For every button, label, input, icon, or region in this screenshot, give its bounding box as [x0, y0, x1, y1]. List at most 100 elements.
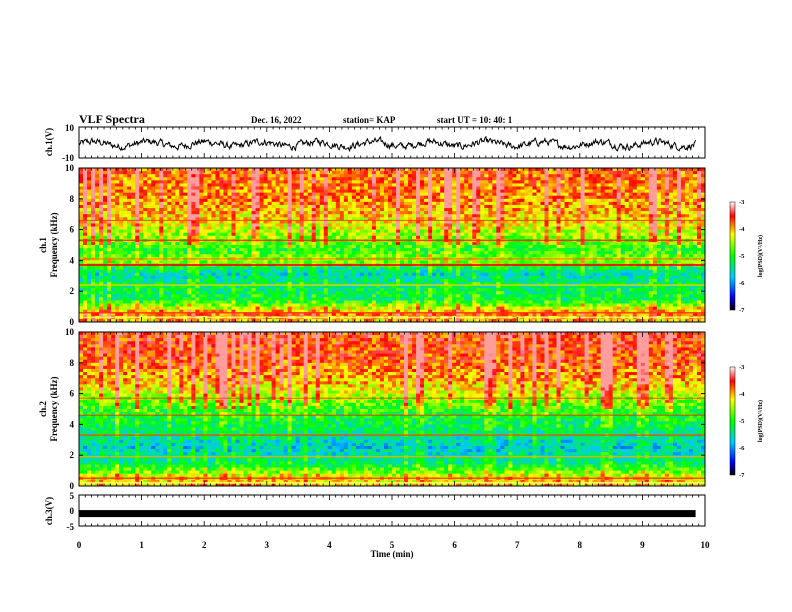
- spectrogram-cell: [428, 208, 433, 212]
- spectrogram-cell: [91, 260, 96, 264]
- spectrogram-cell: [155, 281, 160, 286]
- spectrogram-cell: [127, 245, 132, 249]
- spectrogram-cell: [163, 309, 168, 314]
- spectrogram-cell: [83, 254, 88, 258]
- spectrogram-cell: [343, 285, 349, 289]
- spectrogram-cell: [375, 306, 381, 310]
- spectrogram-cell: [331, 180, 337, 184]
- spectrogram-cell: [387, 226, 393, 230]
- spectrogram-cell: [387, 229, 393, 233]
- spectrogram-cell: [131, 232, 136, 237]
- spectrogram-cell: [291, 189, 296, 193]
- spectrogram-cell: [95, 192, 100, 197]
- spectrogram-cell: [143, 254, 148, 258]
- spectrogram-cell: [460, 168, 465, 172]
- spectrogram-cell: [319, 303, 325, 307]
- spectrogram-cell: [319, 288, 325, 292]
- spectrogram-cell: [343, 245, 349, 249]
- spectrogram-cell: [239, 272, 244, 277]
- spectrogram-cell: [359, 275, 365, 280]
- spectrogram-cell: [143, 217, 148, 221]
- spectrogram-cell: [351, 285, 357, 289]
- spectrogram-cell: [464, 285, 469, 289]
- spectrogram-cell: [428, 183, 433, 187]
- spectrogram-cell: [199, 168, 204, 172]
- spectrogram-cell: [199, 254, 204, 258]
- spectrogram-cell: [91, 217, 96, 221]
- spectrogram-cell: [131, 300, 136, 304]
- spectrogram-cell: [367, 278, 373, 283]
- spectrogram-cell: [452, 186, 457, 190]
- spectrogram-cell: [444, 297, 449, 301]
- spectrogram-cell: [263, 211, 268, 215]
- spectrogram-cell: [367, 306, 373, 310]
- spectrogram-cell: [91, 306, 96, 310]
- spectrogram-cell: [135, 201, 140, 206]
- spectrogram-cell: [323, 223, 329, 227]
- spectrogram-cell: [215, 214, 220, 218]
- spectrogram-cell: [167, 312, 172, 317]
- spectrogram-cell: [99, 309, 104, 314]
- spectrogram-cell: [211, 285, 216, 289]
- spectrogram-cell: [207, 269, 212, 274]
- spectrogram-cell: [231, 208, 236, 212]
- spectrogram-cell: [131, 217, 136, 221]
- spectrogram-cell: [315, 309, 321, 314]
- spectrogram-cell: [219, 195, 224, 200]
- spectrogram-cell: [131, 278, 136, 283]
- spectrogram-cell: [107, 226, 112, 230]
- spectrogram-cell: [375, 217, 381, 221]
- spectrogram-cell: [436, 254, 441, 258]
- spectrogram-cell: [275, 306, 280, 310]
- spectrogram-cell: [464, 266, 469, 270]
- spectrogram-cell: [95, 220, 100, 224]
- spectrogram-cell: [363, 208, 369, 212]
- spectrogram-cell: [355, 294, 361, 298]
- spectrogram-cell: [255, 309, 260, 314]
- spectrogram-cell: [95, 248, 100, 252]
- spectrogram-cell: [311, 180, 317, 184]
- spectrogram-cell: [111, 309, 116, 314]
- spectrogram-cell: [347, 226, 353, 230]
- spectrogram-cell: [464, 272, 469, 277]
- spectrogram-cell: [404, 275, 409, 280]
- spectrogram-cell: [271, 266, 276, 270]
- spectrogram-cell: [287, 303, 292, 307]
- spectrogram-cell: [255, 297, 260, 301]
- spectrogram-cell: [387, 241, 393, 246]
- spectrogram-cell: [127, 272, 132, 277]
- spectrogram-cell: [420, 192, 425, 197]
- spectrogram-cell: [203, 297, 208, 301]
- spectrogram-cell: [291, 260, 296, 264]
- spectrogram-cell: [351, 180, 357, 184]
- spectrogram-cell: [331, 260, 337, 264]
- spectrogram-cell: [91, 192, 96, 197]
- spectrogram-cell: [363, 220, 369, 224]
- spectrogram-cell: [159, 312, 164, 317]
- spectrogram-cell: [295, 201, 300, 206]
- spectrogram-cell: [335, 198, 341, 203]
- spectrogram-cell: [131, 291, 136, 295]
- spectrogram-cell: [412, 291, 417, 295]
- spectrogram-cell: [139, 275, 144, 280]
- spectrogram-cell: [155, 285, 160, 289]
- spectrogram-cell: [223, 303, 228, 307]
- spectrogram-cell: [331, 306, 337, 310]
- spectrogram-cell: [219, 254, 224, 258]
- spectrogram-cell: [303, 183, 309, 187]
- spectrogram-cell: [311, 208, 317, 212]
- spectrogram-cell: [440, 180, 445, 184]
- spectrogram-cell: [191, 186, 196, 190]
- spectrogram-cell: [400, 204, 405, 209]
- spectrogram-cell: [464, 235, 469, 240]
- spectrogram-cell: [87, 201, 92, 206]
- spectrogram-cell: [400, 291, 405, 295]
- spectrogram-cell: [279, 278, 284, 283]
- spectrogram-cell: [375, 192, 381, 197]
- spectrogram-cell: [139, 291, 144, 295]
- spectrogram-cell: [323, 235, 329, 240]
- spectrogram-cell: [295, 278, 300, 283]
- spectrogram-cell: [155, 309, 160, 314]
- spectrogram-cell: [359, 266, 365, 270]
